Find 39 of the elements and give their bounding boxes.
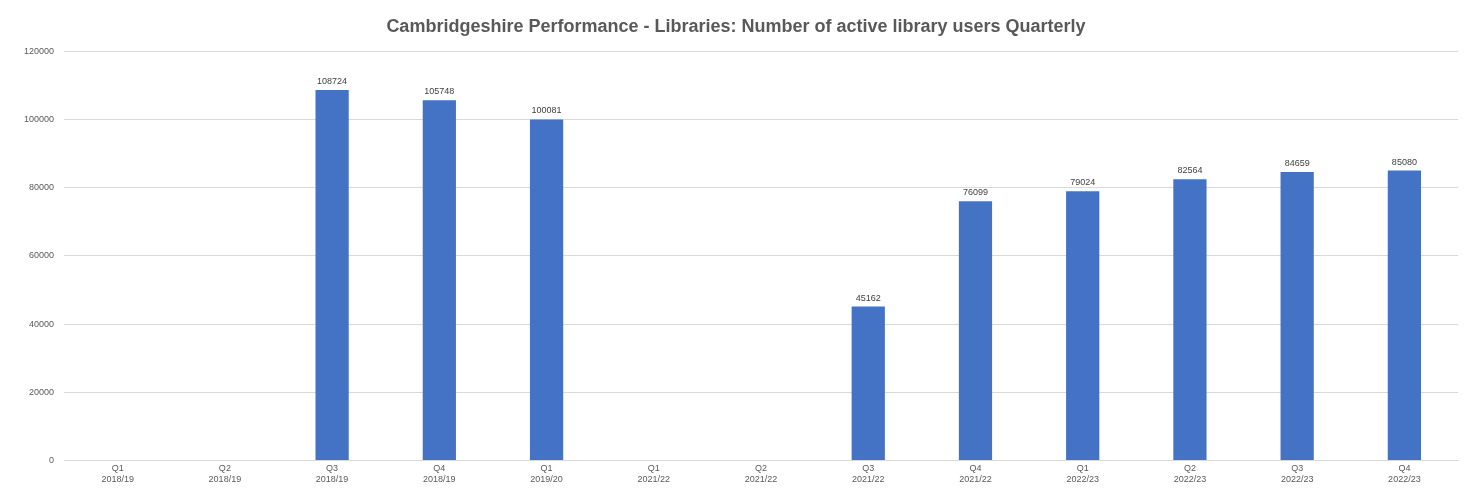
y-tick-label: 40000 — [29, 318, 55, 329]
data-label: 105748 — [424, 86, 455, 97]
x-tick-label: Q3 2022/23 — [1280, 463, 1314, 485]
x-tick-label: Q4 2018/19 — [423, 463, 456, 485]
data-label: 108724 — [317, 76, 348, 86]
x-tick-label: Q1 2019/20 — [530, 463, 563, 485]
data-label: 82564 — [1177, 165, 1203, 176]
y-tick-label: 60000 — [29, 250, 55, 261]
bar — [851, 306, 885, 460]
data-label: 100081 — [531, 105, 562, 116]
data-label: 85080 — [1391, 156, 1417, 167]
y-tick-label: 0 — [49, 454, 55, 465]
y-tick-label: 120000 — [23, 46, 55, 57]
x-tick-label: Q2 2021/22 — [744, 463, 778, 485]
data-label: 84659 — [1284, 157, 1310, 168]
y-tick-label: 80000 — [29, 182, 55, 193]
bar — [315, 90, 349, 460]
bar — [1066, 191, 1100, 460]
x-tick-label: Q4 2021/22 — [959, 463, 992, 485]
x-tick-label: Q4 2022/23 — [1388, 463, 1421, 485]
x-tick-label: Q3 2021/22 — [851, 463, 885, 485]
bar — [529, 119, 564, 460]
data-label: 45162 — [855, 292, 881, 303]
x-tick-label: Q1 2021/22 — [637, 463, 671, 485]
data-label: 79024 — [1070, 177, 1096, 188]
bar — [422, 100, 456, 460]
x-tick-label: Q1 2022/23 — [1066, 463, 1099, 485]
chart-title: Cambridgeshire Performance - Libraries: Number of active library users Quarterly — [386, 15, 1086, 36]
x-tick-label: Q2 2022/23 — [1173, 463, 1207, 485]
y-tick-label: 20000 — [29, 386, 55, 397]
x-tick-label: Q1 2018/19 — [101, 463, 134, 485]
x-tick-label: Q3 2018/19 — [315, 463, 349, 485]
bar — [1280, 172, 1314, 460]
bar — [1387, 170, 1422, 460]
bar — [958, 201, 993, 460]
data-label: 76099 — [962, 187, 988, 198]
bar — [1173, 179, 1207, 460]
x-tick-label: Q2 2018/19 — [208, 463, 242, 485]
y-tick-label: 100000 — [23, 114, 55, 125]
